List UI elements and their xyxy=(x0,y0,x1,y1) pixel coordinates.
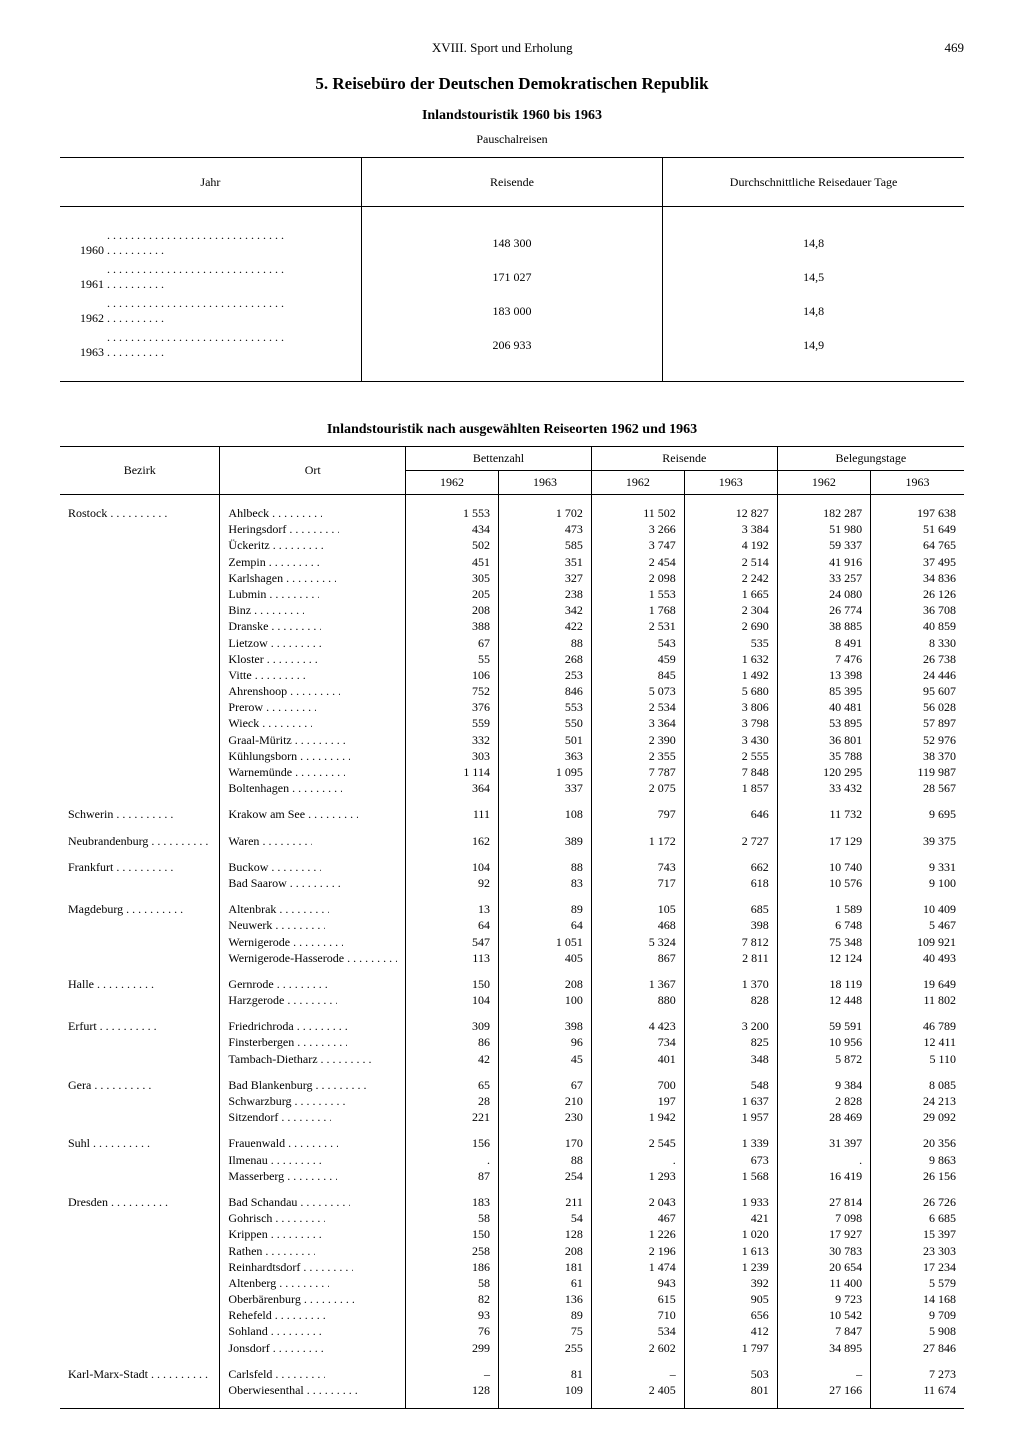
table-row: Dresden . . . . . . . . . . . . . . . . … xyxy=(60,1194,964,1210)
table-row: Ahrenshoop . . . . . . . . . . . . . . .… xyxy=(60,683,964,699)
table-row: Lietzow . . . . . . . . . . . . . . . . … xyxy=(60,635,964,651)
chapter-title: XVIII. Sport und Erholung xyxy=(432,40,573,56)
table-row: Lubmin . . . . . . . . . . . . . . . . .… xyxy=(60,586,964,602)
table-row: Gera . . . . . . . . . . . . . . . . . .… xyxy=(60,1077,964,1093)
table-row: Halle . . . . . . . . . . . . . . . . . … xyxy=(60,976,964,992)
table-row: Finsterbergen . . . . . . . . . . . . . … xyxy=(60,1034,964,1050)
table-row: Warnemünde . . . . . . . . . . . . . . .… xyxy=(60,764,964,780)
table-row: Erfurt . . . . . . . . . . . . . . . . .… xyxy=(60,1018,964,1034)
col-ort: Ort xyxy=(220,447,406,495)
table-row: Ückeritz . . . . . . . . . . . . . . . .… xyxy=(60,537,964,553)
table-row: Reinhardtsdorf . . . . . . . . . . . . .… xyxy=(60,1259,964,1275)
table-row: Rathen . . . . . . . . . . . . . . . . .… xyxy=(60,1243,964,1259)
table-row: Prerow . . . . . . . . . . . . . . . . .… xyxy=(60,699,964,715)
table-reiseorte: Bezirk Ort Bettenzahl Reisende Belegungs… xyxy=(60,446,964,1409)
table-row: Magdeburg . . . . . . . . . . . . . . . … xyxy=(60,901,964,917)
table-row: 1962 . . . . . . . . . . . . . . . . . .… xyxy=(60,294,964,328)
table2-title: Inlandstouristik nach ausgewählten Reise… xyxy=(60,422,964,438)
table-row: Altenberg . . . . . . . . . . . . . . . … xyxy=(60,1275,964,1291)
table-row: Wieck . . . . . . . . . . . . . . . . . … xyxy=(60,715,964,731)
table-row: Rehefeld . . . . . . . . . . . . . . . .… xyxy=(60,1307,964,1323)
table-row: Sitzendorf . . . . . . . . . . . . . . .… xyxy=(60,1109,964,1125)
table-row: Ilmenau . . . . . . . . . . . . . . . . … xyxy=(60,1152,964,1168)
col-reisende: Reisende xyxy=(591,447,777,471)
table-row: Bad Saarow . . . . . . . . . . . . . . .… xyxy=(60,875,964,891)
col-bezirk: Bezirk xyxy=(60,447,220,495)
table-row: Oberbärenburg . . . . . . . . . . . . . … xyxy=(60,1291,964,1307)
table-row: Wernigerode-Hasserode . . . . . . . . . … xyxy=(60,950,964,966)
table-row: Graal-Müritz . . . . . . . . . . . . . .… xyxy=(60,732,964,748)
table-row: Kühlungsborn . . . . . . . . . . . . . .… xyxy=(60,748,964,764)
table-row: Wernigerode . . . . . . . . . . . . . . … xyxy=(60,934,964,950)
table-row: Boltenhagen . . . . . . . . . . . . . . … xyxy=(60,780,964,796)
table-row: Suhl . . . . . . . . . . . . . . . . . .… xyxy=(60,1135,964,1151)
table-row: Rostock . . . . . . . . . . . . . . . . … xyxy=(60,505,964,521)
table-row: Frankfurt . . . . . . . . . . . . . . . … xyxy=(60,859,964,875)
table-row: Neubrandenburg . . . . . . . . . . . . .… xyxy=(60,833,964,849)
table-row: Harzgerode . . . . . . . . . . . . . . .… xyxy=(60,992,964,1008)
table-row: Krippen . . . . . . . . . . . . . . . . … xyxy=(60,1226,964,1242)
table-row: Tambach-Dietharz . . . . . . . . . . . .… xyxy=(60,1051,964,1067)
table-row: Binz . . . . . . . . . . . . . . . . . .… xyxy=(60,602,964,618)
table-row: Zempin . . . . . . . . . . . . . . . . .… xyxy=(60,554,964,570)
table-row: 1960 . . . . . . . . . . . . . . . . . .… xyxy=(60,226,964,260)
table-row: Gohrisch . . . . . . . . . . . . . . . .… xyxy=(60,1210,964,1226)
table-row: Vitte . . . . . . . . . . . . . . . . . … xyxy=(60,667,964,683)
table-row: Neuwerk . . . . . . . . . . . . . . . . … xyxy=(60,917,964,933)
col-jahr: Jahr xyxy=(60,158,361,207)
table-row: Oberwiesenthal . . . . . . . . . . . . .… xyxy=(60,1382,964,1398)
table-row: Schwerin . . . . . . . . . . . . . . . .… xyxy=(60,806,964,822)
table1-title: Inlandstouristik 1960 bis 1963 xyxy=(60,108,964,124)
page-header: XVIII. Sport und Erholung 469 xyxy=(60,40,964,56)
col-tage: Durchschnittliche Reisedauer Tage xyxy=(663,158,964,207)
table-row: Jonsdorf . . . . . . . . . . . . . . . .… xyxy=(60,1340,964,1356)
table-row: Karlshagen . . . . . . . . . . . . . . .… xyxy=(60,570,964,586)
table-row: 1963 . . . . . . . . . . . . . . . . . .… xyxy=(60,328,964,362)
table-pauschalreisen: Jahr Reisende Durchschnittliche Reisedau… xyxy=(60,157,964,382)
table1-subtitle: Pauschalreisen xyxy=(60,132,964,147)
table-row: Karl-Marx-Stadt . . . . . . . . . . . . … xyxy=(60,1366,964,1382)
table-row: Sohland . . . . . . . . . . . . . . . . … xyxy=(60,1323,964,1339)
col-reisende: Reisende xyxy=(361,158,662,207)
table-row: Masserberg . . . . . . . . . . . . . . .… xyxy=(60,1168,964,1184)
table-row: Schwarzburg . . . . . . . . . . . . . . … xyxy=(60,1093,964,1109)
table-row: Heringsdorf . . . . . . . . . . . . . . … xyxy=(60,521,964,537)
table-row: 1961 . . . . . . . . . . . . . . . . . .… xyxy=(60,260,964,294)
section-title: 5. Reisebüro der Deutschen Demokratische… xyxy=(60,74,964,94)
table-row: Dranske . . . . . . . . . . . . . . . . … xyxy=(60,618,964,634)
col-beleg: Belegungstage xyxy=(777,447,964,471)
page-number: 469 xyxy=(944,40,964,56)
col-betten: Bettenzahl xyxy=(406,447,592,471)
table-row: Kloster . . . . . . . . . . . . . . . . … xyxy=(60,651,964,667)
